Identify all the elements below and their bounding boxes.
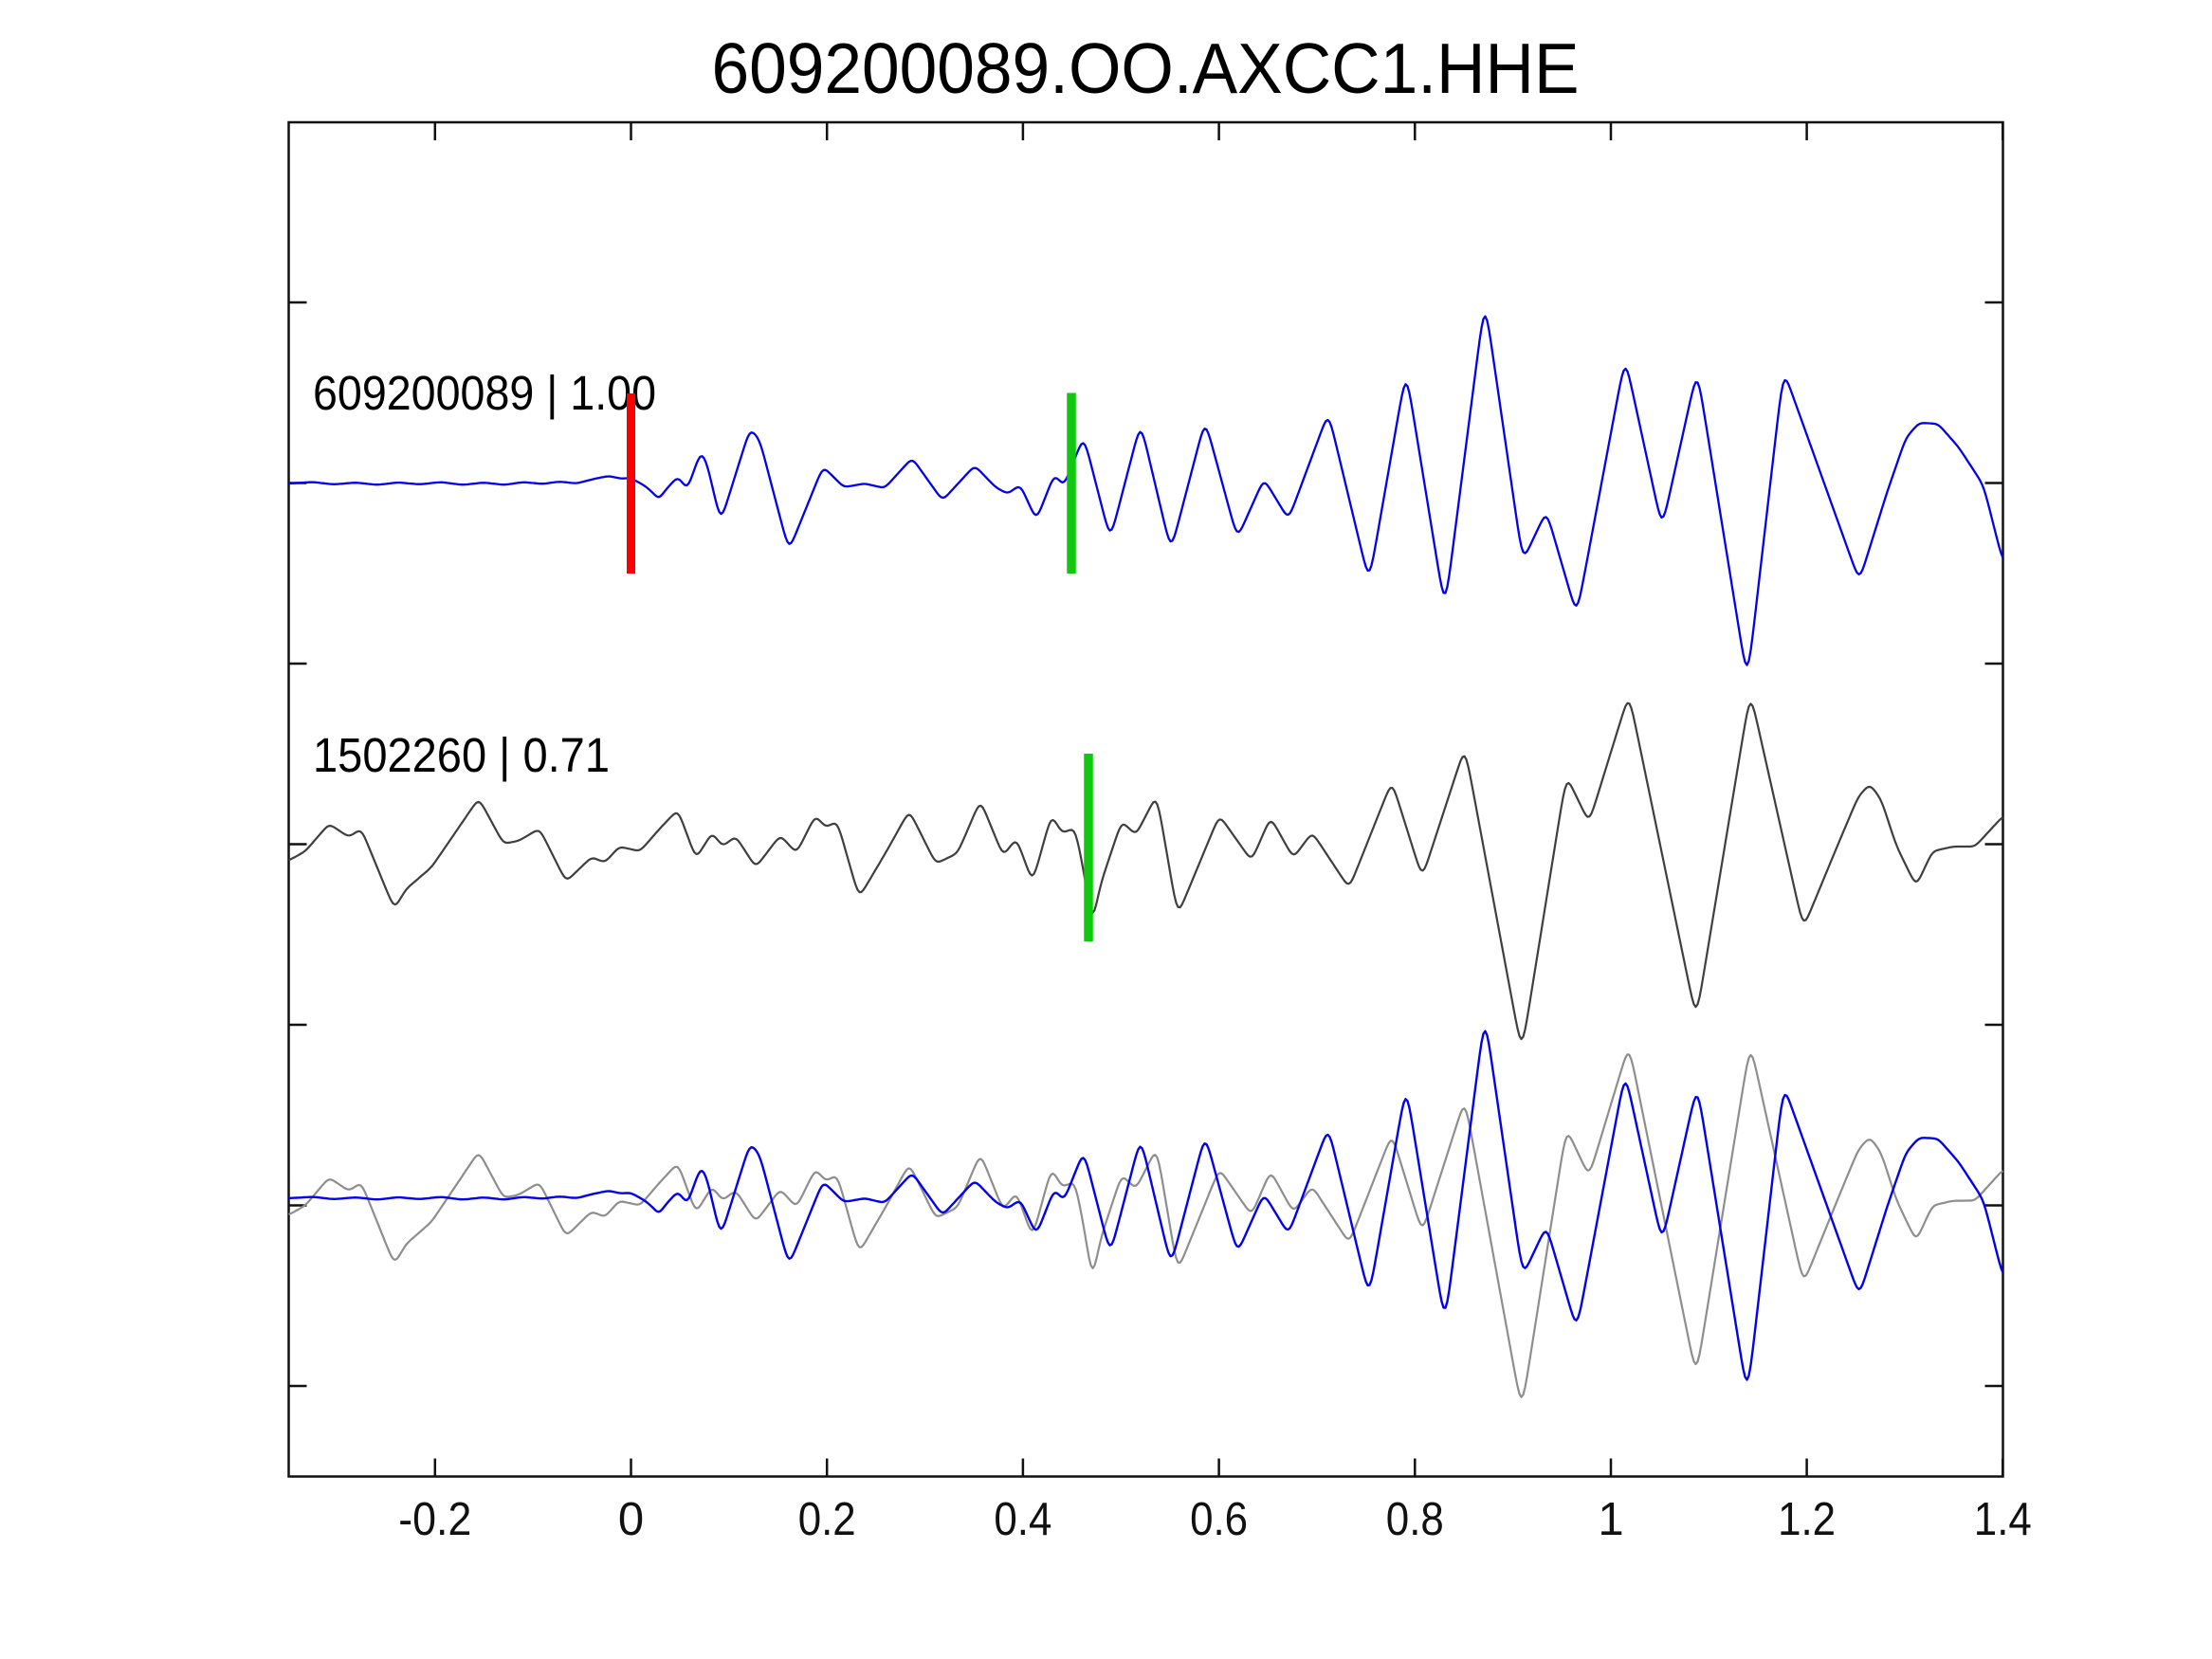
svg-text:1502260 | 0.71: 1502260 | 0.71 (313, 728, 610, 782)
svg-text:0.6: 0.6 (1190, 1494, 1248, 1545)
svg-text:1.2: 1.2 (1778, 1494, 1836, 1545)
svg-text:-0.2: -0.2 (398, 1494, 471, 1545)
svg-text:0.4: 0.4 (994, 1494, 1051, 1545)
svg-text:0.8: 0.8 (1386, 1494, 1444, 1545)
svg-text:1: 1 (1598, 1494, 1623, 1545)
svg-text:0.2: 0.2 (798, 1494, 856, 1545)
svg-text:0: 0 (618, 1494, 644, 1545)
svg-text:1.4: 1.4 (1974, 1494, 2032, 1545)
svg-text:609200089 | 1.00: 609200089 | 1.00 (313, 366, 656, 420)
svg-text:609200089.OO.AXCC1.HHE: 609200089.OO.AXCC1.HHE (712, 28, 1580, 108)
